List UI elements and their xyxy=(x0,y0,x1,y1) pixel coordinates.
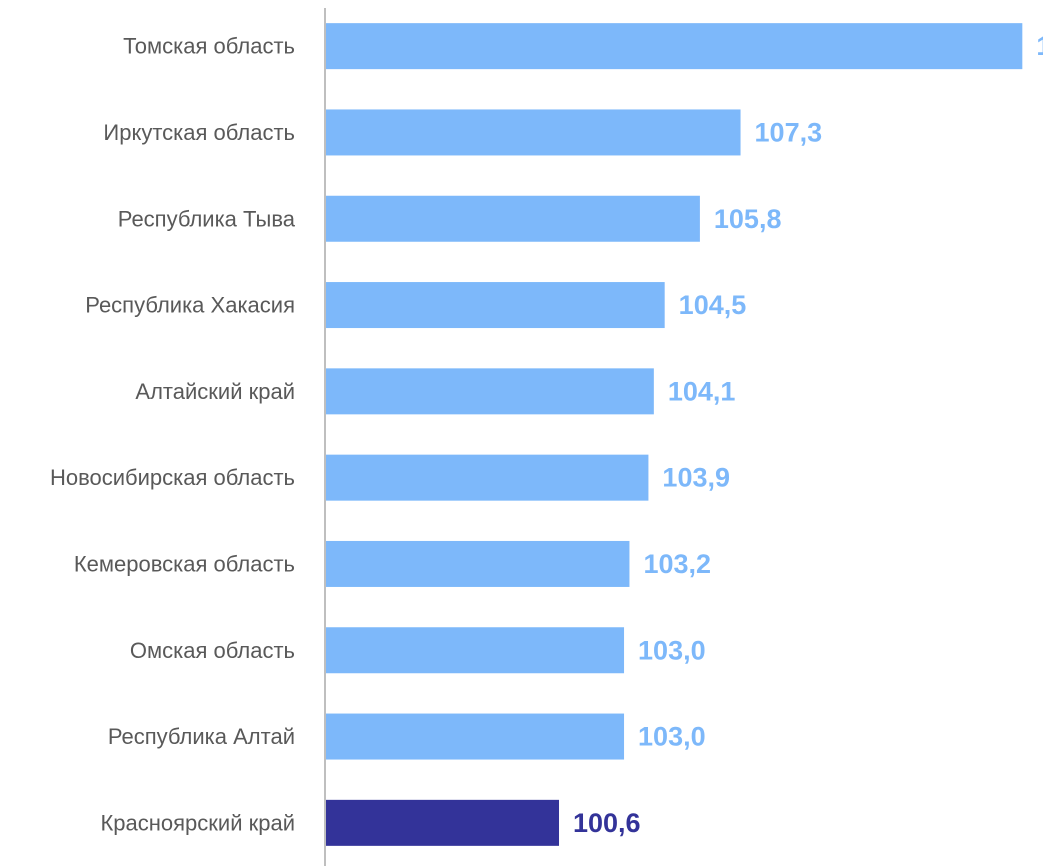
category-label-2: Республика Тыва xyxy=(118,206,296,231)
category-label-6: Кемеровская область xyxy=(74,551,295,576)
bar-1 xyxy=(326,109,741,156)
bar-3 xyxy=(326,282,665,329)
value-label-6: 103,2 xyxy=(643,549,711,579)
value-label-4: 104,1 xyxy=(668,376,736,406)
value-labels-group: 117,7 107,3 105,8 104,5 104,1 103,9 103,2 103,0… xyxy=(573,31,1043,838)
value-label-7: 103,0 xyxy=(638,635,706,665)
value-label-1: 107,3 xyxy=(755,117,823,147)
bars-group xyxy=(326,23,1023,846)
bar-0 xyxy=(326,23,1023,70)
bar-4 xyxy=(326,368,654,415)
category-label-8: Республика Алтай xyxy=(108,724,295,749)
category-label-3: Республика Хакасия xyxy=(85,293,295,318)
bar-8 xyxy=(326,713,625,760)
category-label-4: Алтайский край xyxy=(135,379,295,404)
category-label-0: Томская область xyxy=(123,34,295,59)
value-label-0: 117,7 xyxy=(1036,31,1043,61)
bar-5 xyxy=(326,454,649,501)
value-label-5: 103,9 xyxy=(662,463,730,493)
category-label-5: Новосибирская область xyxy=(50,465,295,490)
value-label-2: 105,8 xyxy=(714,204,782,234)
value-label-9: 100,6 xyxy=(573,808,641,838)
category-labels-group: Томская область Иркутская область Республи… xyxy=(50,34,296,836)
category-label-1: Иркутская область xyxy=(103,120,295,145)
value-label-8: 103,0 xyxy=(638,722,706,752)
category-label-7: Омская область xyxy=(130,638,295,663)
bar-7 xyxy=(326,627,625,674)
bar-6 xyxy=(326,540,630,587)
bar-2 xyxy=(326,195,700,242)
value-label-3: 104,5 xyxy=(679,290,747,320)
category-label-9: Красноярский край xyxy=(100,810,295,835)
bar-9 xyxy=(326,799,560,846)
